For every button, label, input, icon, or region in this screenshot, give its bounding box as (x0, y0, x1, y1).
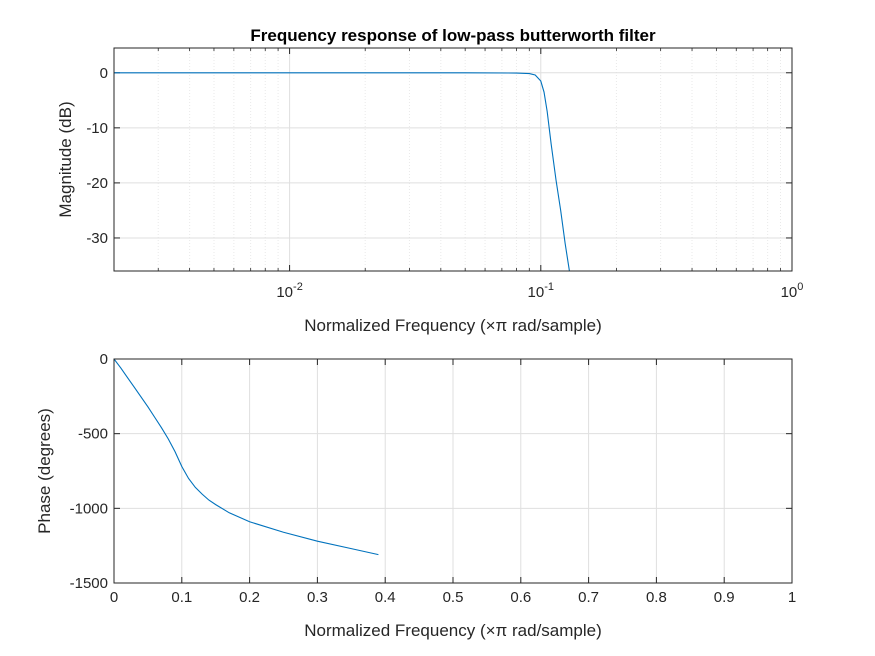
x-tick-label: 0 (110, 589, 118, 606)
series-line-0 (114, 72, 570, 271)
y-tick-label: -20 (86, 175, 108, 192)
y-tick-label: 0 (100, 65, 108, 82)
plot-area (114, 48, 792, 271)
phase-y-axis-label: Phase (degrees) (35, 408, 54, 534)
magnitude-chart-title: Frequency response of low-pass butterwor… (250, 26, 656, 45)
phase-plot: 0 0.1 0.2 0.3 0.4 0.5 0.6 0.7 0.8 0.9 1 0 -500 -1000 -… (70, 351, 797, 606)
magnitude-plot: 10-2 10-1 1000-10-20-30 (86, 47, 804, 301)
x-tick-label: 0.9 (714, 589, 735, 606)
y-tick-label: -500 (78, 426, 108, 443)
x-tick-label-exponent: -1 (544, 281, 554, 293)
x-tick-label: 100 (781, 281, 804, 301)
x-tick-label-base: 10 (781, 284, 798, 301)
x-tick-label: 0.8 (646, 589, 667, 606)
y-tick-label: -30 (86, 230, 108, 247)
x-tick-label: 10-2 (276, 281, 302, 301)
series-line-0 (114, 359, 379, 556)
x-tick-label: 0.3 (307, 589, 328, 606)
x-tick-label-base: 10 (276, 284, 293, 301)
magnitude-y-axis-label: Magnitude (dB) (56, 101, 75, 217)
axes-box (113, 47, 793, 272)
x-tick-label: 0.2 (239, 589, 260, 606)
x-tick-label: 1 (788, 589, 796, 606)
phase-x-axis-label: Normalized Frequency (×π rad/sample) (304, 621, 602, 640)
x-tick-label: 0.5 (443, 589, 464, 606)
x-tick-label: 0.7 (578, 589, 599, 606)
magnitude-x-axis-label: Normalized Frequency (×π rad/sample) (304, 316, 602, 335)
axes-box (113, 358, 793, 584)
x-tick-label-exponent: -2 (293, 281, 303, 293)
x-tick-label-exponent: 0 (797, 281, 803, 293)
x-tick-label: 0.6 (510, 589, 531, 606)
x-tick-label: 0.4 (375, 589, 396, 606)
y-tick-label: -1500 (70, 575, 108, 592)
x-tick-label: 10-1 (528, 281, 554, 301)
y-tick-label: 0 (100, 351, 108, 368)
x-tick-label-base: 10 (528, 284, 545, 301)
y-tick-label: -1000 (70, 500, 108, 517)
x-tick-label: 0.1 (171, 589, 192, 606)
y-tick-label: -10 (86, 120, 108, 137)
